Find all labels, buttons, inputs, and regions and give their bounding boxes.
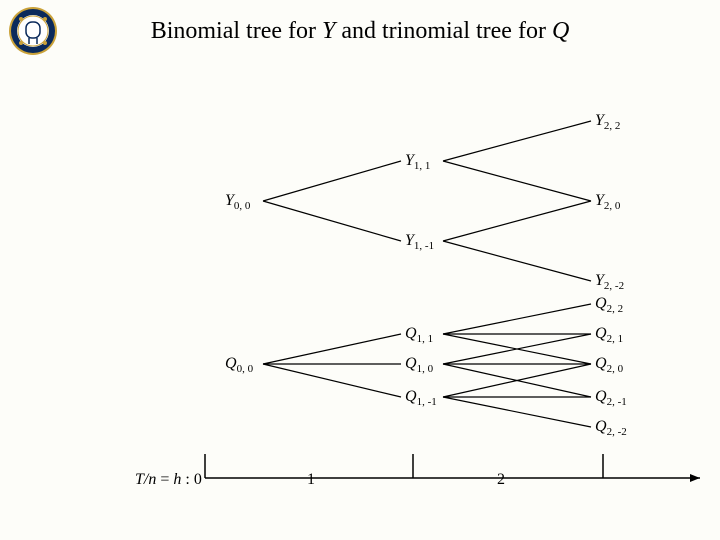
node-Y11: Y1, 1 (405, 152, 430, 172)
node-Q20: Q2, 0 (595, 355, 623, 375)
node-Q1m1: Q1, -1 (405, 388, 437, 408)
axis-label-zero: : 0 (185, 471, 201, 488)
diagram-lines (0, 0, 720, 540)
axis-label-tn: T/n (135, 471, 160, 488)
axis-label-eq: = (160, 471, 173, 488)
node-Q22: Q2, 2 (595, 295, 623, 315)
node-Y22: Y2, 2 (595, 112, 620, 132)
node-Y20: Y2, 0 (595, 192, 620, 212)
node-Y1m1: Y1, -1 (405, 232, 434, 252)
node-Q2m2: Q2, -2 (595, 418, 627, 438)
node-Y2m2: Y2, -2 (595, 272, 624, 292)
axis-tick-1: 1 (307, 471, 315, 489)
axis-label-h: h (173, 471, 185, 488)
node-Q11: Q1, 1 (405, 325, 433, 345)
axis-label: T/n = h : 0 (135, 471, 202, 489)
node-Q21: Q2, 1 (595, 325, 623, 345)
node-Q2m1: Q2, -1 (595, 388, 627, 408)
axis-tick-2: 2 (497, 471, 505, 489)
node-Y00: Y0, 0 (225, 192, 250, 212)
node-Q10: Q1, 0 (405, 355, 433, 375)
node-Q00: Q0, 0 (225, 355, 253, 375)
